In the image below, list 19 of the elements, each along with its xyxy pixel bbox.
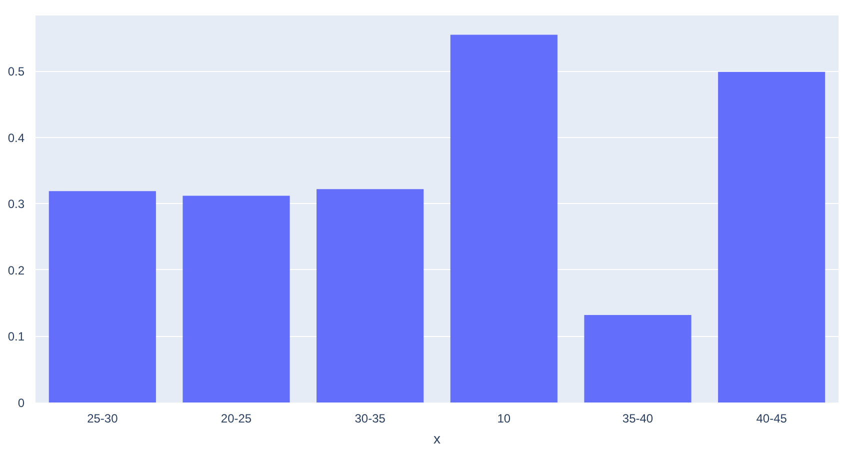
bar [718,72,826,402]
x-tick-label: 10 [497,412,511,426]
x-tick-label: 20-25 [220,412,252,426]
x-tick-label: 30-35 [354,412,386,426]
x-tick-label: 40-45 [756,412,788,426]
y-tick-label: 0.5 [8,64,25,79]
x-tick-label: 35-40 [622,412,654,426]
y-tick-label: 0.3 [8,197,25,212]
bar [316,189,424,402]
bar [48,191,156,402]
bar [450,34,558,402]
bar [182,196,290,402]
y-tick-label: 0.4 [8,130,25,145]
x-axis-title: x [434,430,440,446]
y-tick-label: 0.1 [8,330,25,344]
y-tick-label: 0 [18,396,25,410]
bar [584,315,692,402]
x-tick-label: 25-30 [87,412,118,426]
y-tick-label: 0.2 [8,263,25,278]
